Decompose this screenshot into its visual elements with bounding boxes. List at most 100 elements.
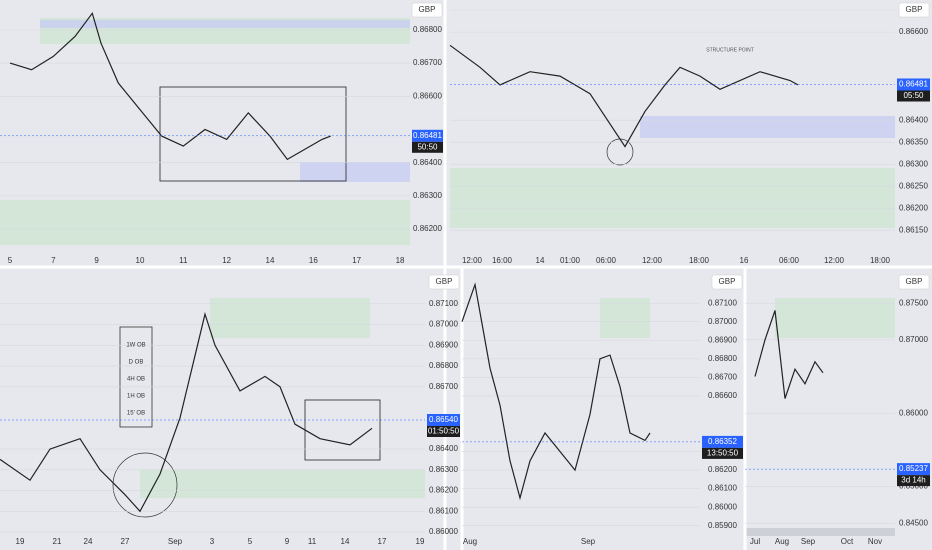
countdown-badge xyxy=(427,426,460,438)
y-tick-label: 0.86000 xyxy=(708,502,737,511)
currency: GBP xyxy=(419,5,436,14)
x-tick-label: 5 xyxy=(8,256,13,265)
y-tick-label: 0.86800 xyxy=(708,354,737,363)
price-label: 0.86481 xyxy=(899,80,928,89)
countdown: 01:50:50 xyxy=(428,427,460,436)
x-tick-label: Aug xyxy=(463,537,477,546)
y-tick-label: 0.86900 xyxy=(429,340,458,349)
countdown: 50:50 xyxy=(417,142,438,151)
price-line xyxy=(449,44,799,148)
y-tick-label: 0.86000 xyxy=(429,527,458,536)
y-tick-label: 0.86250 xyxy=(899,181,928,190)
y-tick-label: 0.86000 xyxy=(899,408,928,417)
countdown-badge xyxy=(897,90,930,102)
y-tick-label: 0.86700 xyxy=(429,382,458,391)
price-label: 0.86352 xyxy=(708,437,737,446)
price-label: 0.85237 xyxy=(899,464,928,473)
currency: GBP xyxy=(906,5,923,14)
countdown-badge xyxy=(412,141,443,153)
y-tick-label: 0.86900 xyxy=(708,335,737,344)
y-tick-label: 0.86300 xyxy=(899,159,928,168)
y-tick-label: 0.86200 xyxy=(708,465,737,474)
currency: GBP xyxy=(436,277,453,286)
price-badge xyxy=(412,129,443,142)
price-line xyxy=(461,282,651,501)
x-tick-label: 17 xyxy=(352,256,361,265)
price-badge xyxy=(897,78,930,91)
x-tick-label: 5 xyxy=(248,537,253,546)
y-tick-label: 0.86300 xyxy=(429,465,458,474)
legend-item: 4H OB xyxy=(127,377,145,383)
countdown-badge xyxy=(702,447,743,459)
x-tick-label: 3 xyxy=(210,537,215,546)
y-tick-label: 0.86600 xyxy=(899,27,928,36)
x-tick-label: 06:00 xyxy=(596,256,617,265)
y-tick-label: 0.86200 xyxy=(429,486,458,495)
x-tick-label: 16 xyxy=(309,256,318,265)
zone xyxy=(775,298,895,338)
legend-item: 1H OB xyxy=(127,394,145,400)
price-label: 0.86540 xyxy=(429,415,458,424)
y-tick-label: 0.85900 xyxy=(708,521,737,530)
x-tick-label: Sep xyxy=(168,537,183,546)
x-tick-label: 12:00 xyxy=(824,256,845,265)
x-tick-label: 7 xyxy=(51,256,56,265)
x-tick-label: 06:00 xyxy=(779,256,800,265)
x-tick-label: Jul xyxy=(750,537,760,546)
x-tick-label: 21 xyxy=(53,537,62,546)
currency-badge xyxy=(898,274,930,290)
y-tick-label: 0.86800 xyxy=(413,25,442,34)
currency-badge xyxy=(411,2,443,18)
zone xyxy=(745,528,895,536)
currency-badge xyxy=(711,274,743,290)
zone xyxy=(450,168,895,228)
x-tick-label: 16:00 xyxy=(492,256,513,265)
y-tick-label: 0.86300 xyxy=(413,191,442,200)
x-tick-label: Oct xyxy=(841,537,854,546)
y-tick-label: 0.86350 xyxy=(899,137,928,146)
y-tick-label: 0.86700 xyxy=(413,58,442,67)
x-tick-label: Sep xyxy=(801,537,816,546)
y-tick-label: 0.87100 xyxy=(708,298,737,307)
y-tick-label: 0.86100 xyxy=(708,484,737,493)
price-line xyxy=(0,311,373,513)
x-tick-label: Nov xyxy=(868,537,882,546)
countdown-badge xyxy=(897,475,930,487)
x-tick-label: 01:00 xyxy=(560,256,581,265)
price-badge xyxy=(897,463,930,476)
currency-badge xyxy=(898,2,930,18)
x-tick-label: 17 xyxy=(378,537,387,546)
x-tick-label: 14 xyxy=(536,256,545,265)
price-label: 0.86481 xyxy=(413,131,442,140)
legend-box xyxy=(119,326,153,428)
currency-badge xyxy=(428,274,460,290)
zone xyxy=(210,298,370,338)
y-tick-label: 0.87100 xyxy=(429,299,458,308)
zone xyxy=(0,200,410,245)
x-tick-label: 16 xyxy=(740,256,749,265)
x-tick-label: Aug xyxy=(775,537,789,546)
legend-item: 1W OB xyxy=(126,343,145,349)
y-tick-label: 0.86600 xyxy=(413,91,442,100)
zone xyxy=(640,116,895,138)
y-tick-label: 0.86150 xyxy=(899,225,928,234)
x-tick-label: 24 xyxy=(84,537,93,546)
zone xyxy=(600,298,650,338)
currency: GBP xyxy=(906,277,923,286)
zone xyxy=(40,20,410,28)
x-tick-label: 14 xyxy=(341,537,350,546)
price-badge xyxy=(702,435,743,448)
x-tick-label: 11 xyxy=(179,256,188,265)
annotation: STRUCTURE POINT xyxy=(706,47,754,53)
zone xyxy=(140,470,425,498)
legend-item: D OB xyxy=(129,360,144,366)
x-tick-label: 12:00 xyxy=(642,256,663,265)
x-tick-label: 11 xyxy=(308,537,317,546)
y-tick-label: 0.87500 xyxy=(899,298,928,307)
highlight-circle xyxy=(112,452,178,518)
y-tick-label: 0.87000 xyxy=(708,317,737,326)
x-tick-label: 9 xyxy=(94,256,99,265)
x-tick-label: 18 xyxy=(396,256,405,265)
